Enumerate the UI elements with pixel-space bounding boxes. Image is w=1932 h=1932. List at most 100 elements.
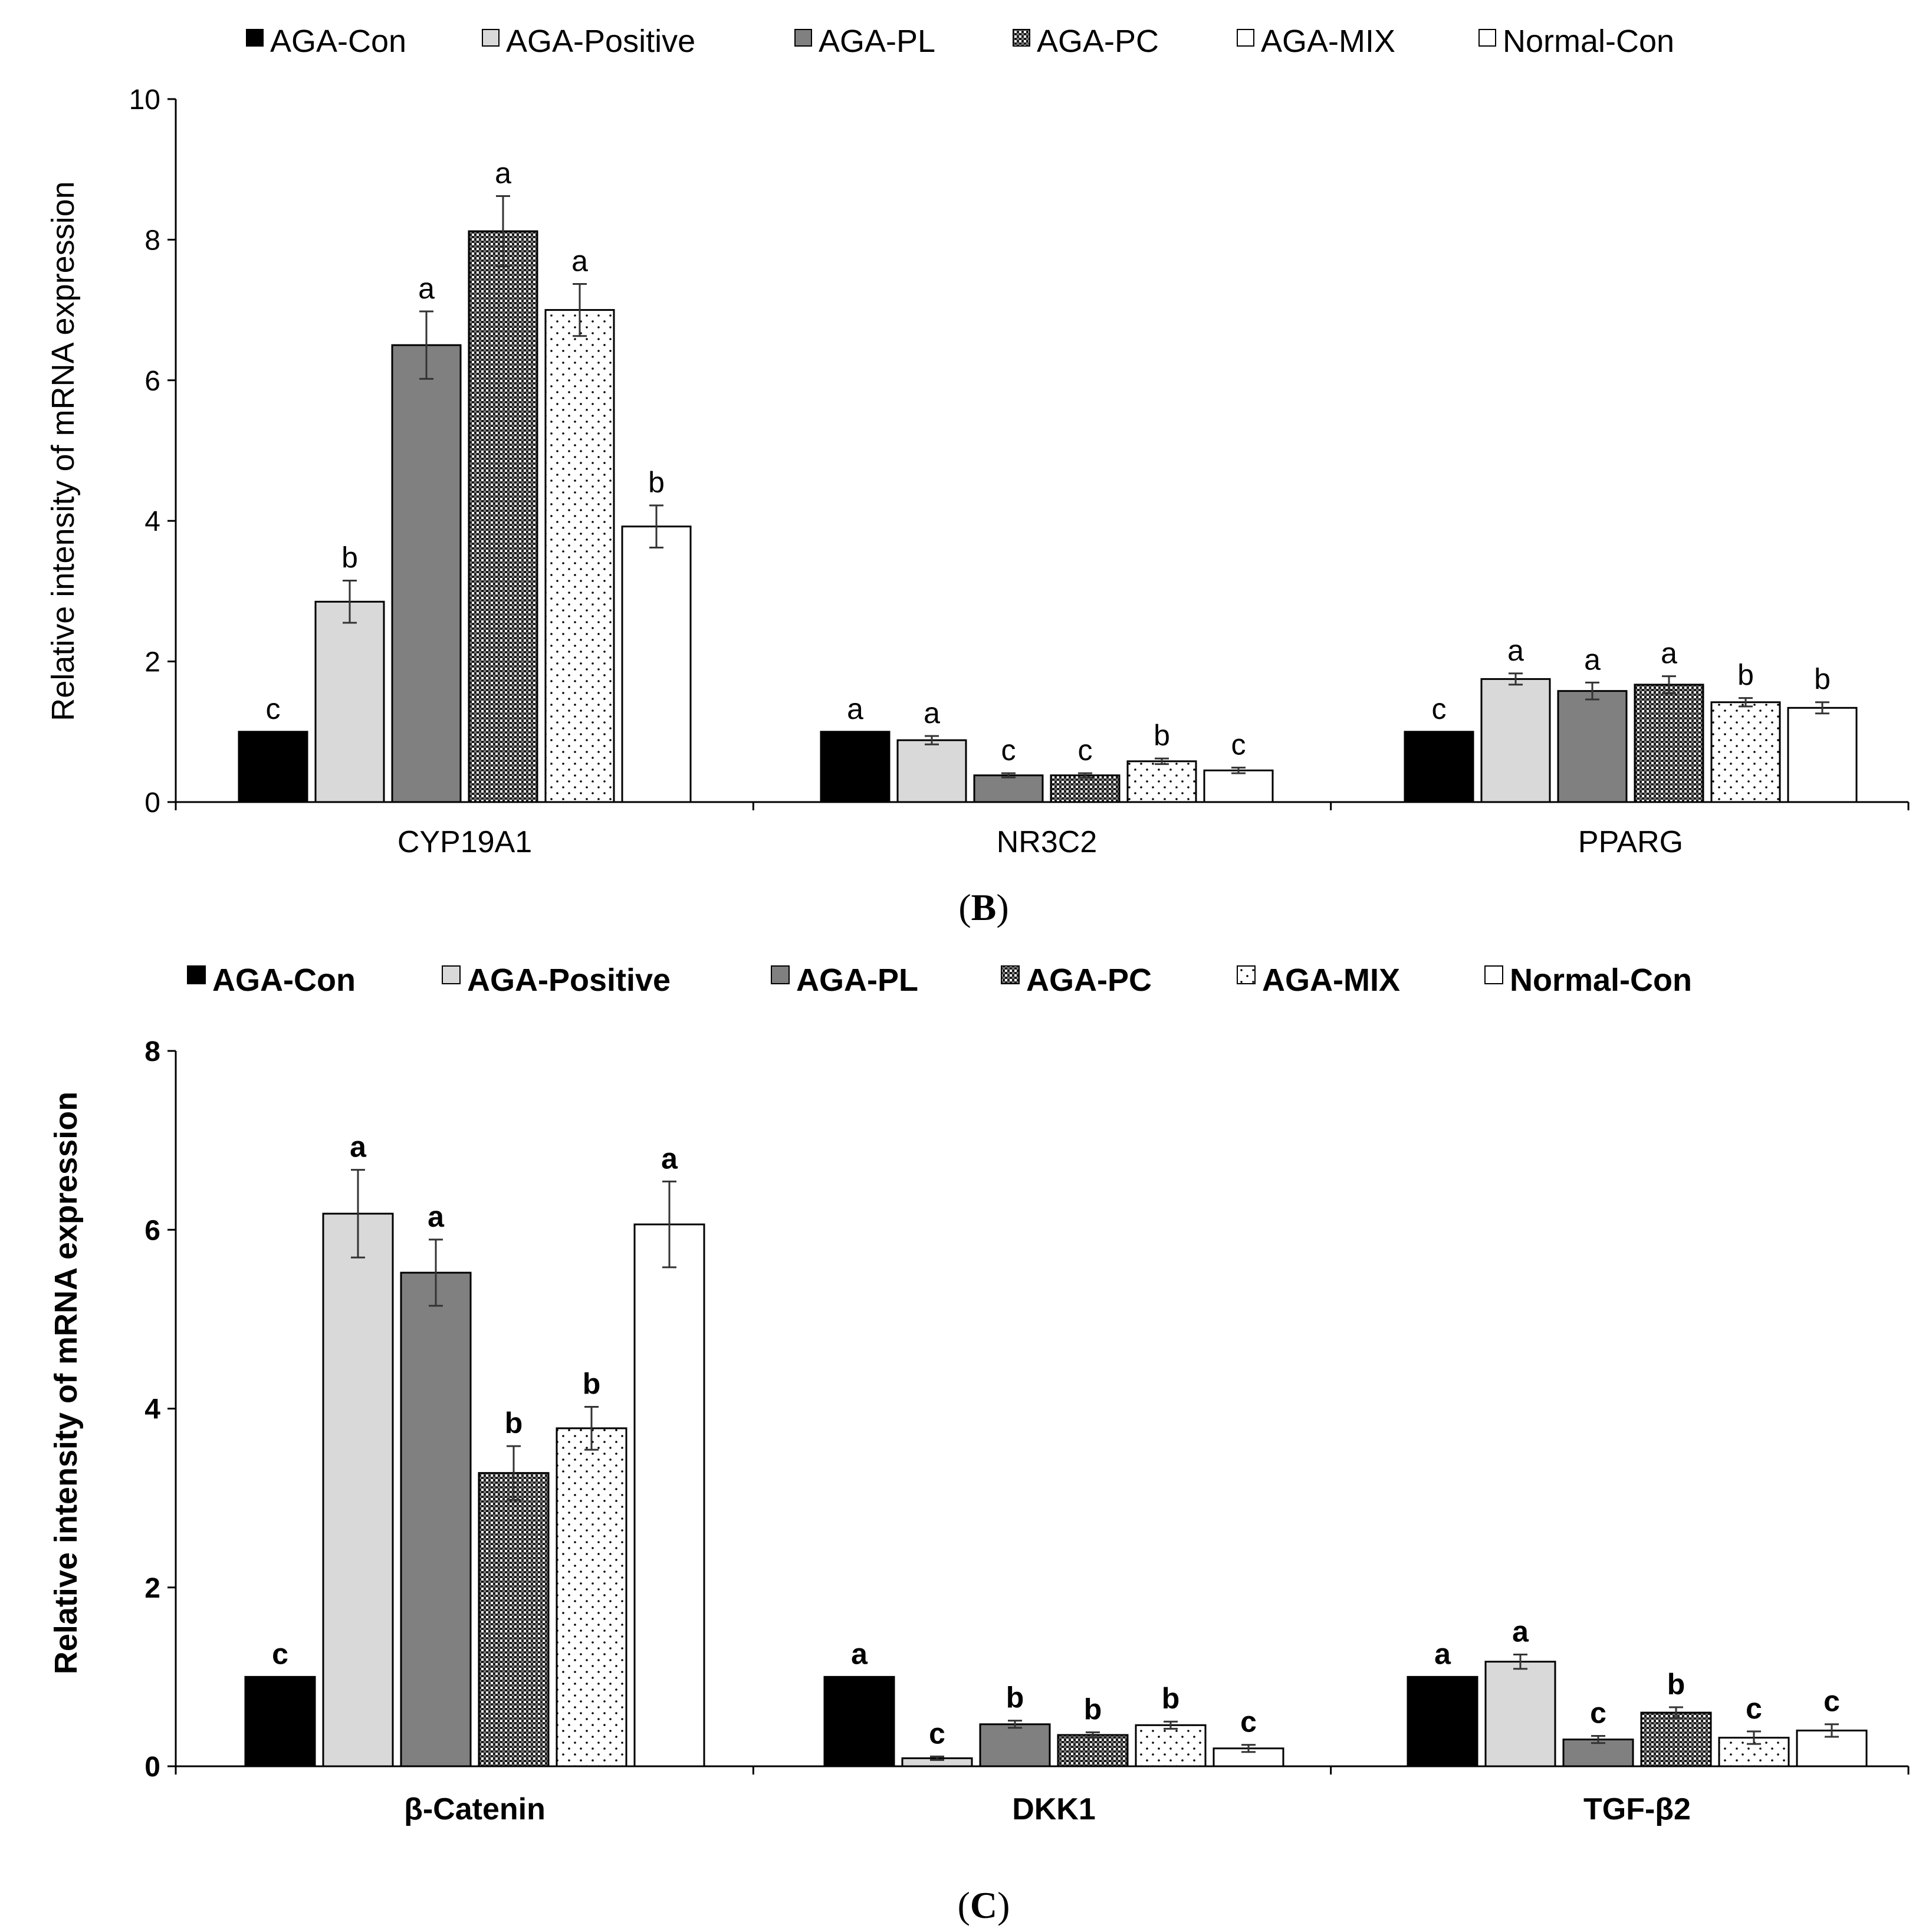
y-axis-label: Relative intensity of mRNA expression bbox=[48, 1092, 84, 1674]
bar-aga-positive bbox=[322, 1213, 394, 1767]
legend-item: AGA-Con bbox=[246, 24, 406, 59]
legend-label: AGA-PL bbox=[796, 962, 918, 998]
bar-aga-con bbox=[244, 1675, 316, 1767]
legend-swatch-aga-pc bbox=[1001, 965, 1020, 984]
legend-label: AGA-PC bbox=[1037, 24, 1159, 59]
legend-label: AGA-Con bbox=[212, 962, 356, 998]
significance-letter: c bbox=[929, 1717, 945, 1750]
legend-label: AGA-MIX bbox=[1261, 24, 1395, 59]
significance-letter: b bbox=[1814, 663, 1831, 696]
y-tick-label: 6 bbox=[144, 366, 160, 397]
bar-aga-positive bbox=[314, 600, 385, 803]
bar-aga-pc bbox=[478, 1472, 550, 1767]
significance-letter: b bbox=[648, 466, 665, 499]
bar-aga-pc bbox=[1050, 774, 1121, 803]
panel-c-plot: 0 2 4 6 8 c a a b b a β-Catenin a c b b b c DKK1 a a c b c c TGF-… bbox=[144, 1036, 1910, 1826]
category-label: TGF-β2 bbox=[1583, 1792, 1691, 1826]
legend-label: AGA-PL bbox=[819, 24, 935, 59]
significance-letter: c bbox=[1746, 1692, 1762, 1725]
significance-letter: a bbox=[350, 1131, 367, 1164]
bar-aga-positive bbox=[896, 739, 967, 803]
panel-b-plot: 0 2 4 6 8 10 c b a a a b CYP19A1 a a c c b c NR3C2 c a a a b b PPA… bbox=[129, 84, 1910, 859]
significance-letter: c bbox=[1231, 728, 1246, 761]
significance-letter: c bbox=[266, 692, 281, 725]
category-label: CYP19A1 bbox=[397, 825, 532, 859]
significance-letter: c bbox=[1078, 734, 1093, 767]
significance-letter: b bbox=[583, 1367, 601, 1400]
bar-aga-pc bbox=[468, 230, 538, 803]
bar-aga-mix bbox=[544, 309, 615, 803]
significance-letter: b bbox=[341, 541, 358, 574]
legend-swatch-normal-con bbox=[1478, 29, 1496, 47]
legend-label: AGA-MIX bbox=[1262, 962, 1400, 998]
significance-letter: a bbox=[1512, 1615, 1529, 1648]
bar-aga-mix bbox=[1126, 760, 1197, 803]
legend-swatch-aga-mix bbox=[1237, 29, 1254, 47]
bar-aga-positive bbox=[1480, 678, 1551, 803]
legend-item: AGA-Positive bbox=[442, 962, 671, 998]
significance-letter: c bbox=[1240, 1706, 1257, 1739]
bar-normal-con bbox=[1203, 769, 1274, 803]
legend-swatch-aga-pc bbox=[1013, 29, 1030, 47]
y-tick-label: 2 bbox=[144, 1573, 160, 1604]
significance-letter: a bbox=[495, 156, 511, 189]
significance-letter: a bbox=[1434, 1637, 1451, 1670]
bar-aga-con bbox=[1407, 1675, 1478, 1767]
bar-aga-pc bbox=[1640, 1711, 1712, 1767]
y-tick-label: 8 bbox=[144, 225, 160, 256]
legend-item: AGA-Con bbox=[187, 962, 356, 998]
significance-letter: a bbox=[1584, 643, 1601, 676]
legend-label: Normal-Con bbox=[1510, 962, 1692, 998]
bar-aga-pl bbox=[391, 344, 462, 803]
legend-swatch-aga-pl bbox=[771, 965, 790, 984]
legend-swatch-aga-positive bbox=[442, 965, 461, 984]
panel-b: AGA-Con AGA-Positive AGA-PL AGA-PC AGA-M… bbox=[45, 24, 1910, 928]
significance-letter: c bbox=[1001, 734, 1016, 767]
significance-letter: b bbox=[1084, 1693, 1102, 1726]
legend-item: Normal-Con bbox=[1484, 962, 1692, 998]
significance-letter: a bbox=[418, 272, 435, 305]
significance-letter: c bbox=[272, 1637, 288, 1670]
category-label: NR3C2 bbox=[997, 825, 1098, 859]
legend-label: AGA-Con bbox=[270, 24, 406, 59]
significance-letter: a bbox=[1507, 634, 1524, 667]
bar-aga-mix bbox=[556, 1427, 627, 1767]
bar-aga-pl bbox=[400, 1271, 472, 1767]
legend-label: Normal-Con bbox=[1503, 24, 1674, 59]
bar-aga-con bbox=[823, 1675, 895, 1767]
significance-letter: a bbox=[851, 1637, 868, 1670]
significance-letter: b bbox=[505, 1407, 523, 1440]
bar-aga-mix bbox=[1135, 1724, 1207, 1767]
y-tick-label: 4 bbox=[144, 1394, 160, 1425]
legend-item: AGA-PC bbox=[1013, 24, 1159, 59]
y-tick-label: 4 bbox=[144, 506, 160, 537]
legend-swatch-normal-con bbox=[1484, 965, 1503, 984]
bar-aga-pc bbox=[1634, 684, 1704, 803]
significance-letter: b bbox=[1667, 1668, 1685, 1701]
bar-normal-con bbox=[621, 525, 692, 803]
y-tick-label: 8 bbox=[144, 1036, 160, 1067]
y-tick-label: 10 bbox=[129, 84, 160, 116]
legend-item: AGA-Positive bbox=[482, 24, 695, 59]
significance-letter: a bbox=[924, 696, 940, 730]
y-tick-label: 0 bbox=[144, 787, 160, 819]
y-tick-label: 2 bbox=[144, 647, 160, 678]
category-label: β-Catenin bbox=[404, 1792, 546, 1826]
significance-letter: c bbox=[1432, 692, 1447, 725]
legend-item: AGA-PL bbox=[771, 962, 918, 998]
bar-normal-con bbox=[1796, 1729, 1868, 1767]
significance-letter: a bbox=[661, 1142, 678, 1175]
category-label: PPARG bbox=[1578, 825, 1683, 859]
panel-caption: (C) bbox=[958, 1884, 1010, 1926]
bar-aga-mix bbox=[1710, 701, 1781, 803]
legend-item: AGA-MIX bbox=[1237, 24, 1395, 59]
significance-letter: b bbox=[1006, 1681, 1024, 1714]
category-label: DKK1 bbox=[1012, 1792, 1096, 1826]
significance-letter: a bbox=[847, 692, 863, 725]
bar-normal-con bbox=[1787, 707, 1858, 803]
legend-label: AGA-Positive bbox=[506, 24, 695, 59]
panel-c: AGA-Con AGA-Positive AGA-PL AGA-PC AGA-M… bbox=[48, 962, 1910, 1926]
y-tick-label: 6 bbox=[144, 1215, 160, 1246]
significance-letter: c bbox=[1590, 1696, 1606, 1729]
